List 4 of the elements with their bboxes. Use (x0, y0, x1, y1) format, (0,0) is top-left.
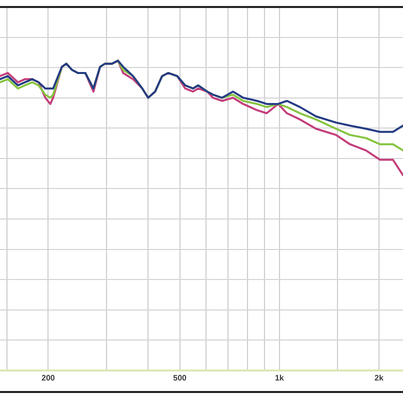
x-tick-label: 2k (374, 373, 384, 382)
x-tick-label: 500 (173, 373, 188, 382)
x-tick-label: 200 (42, 373, 56, 382)
x-tick-label: 1k (274, 373, 284, 382)
